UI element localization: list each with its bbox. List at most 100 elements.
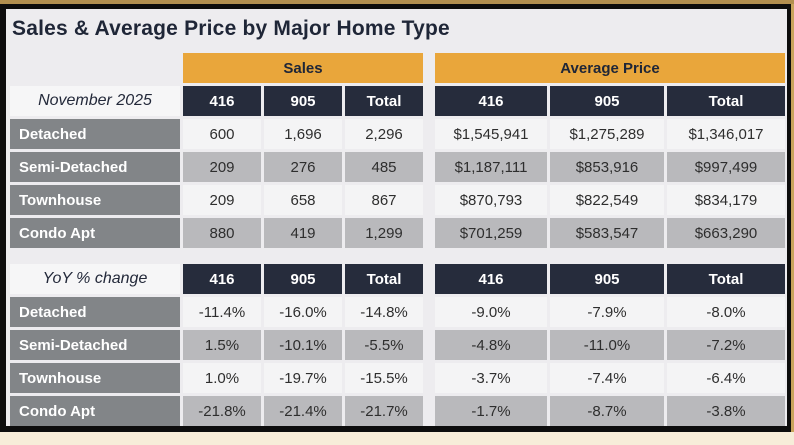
group-header-row: Sales Average Price [10,53,787,83]
column-gap [426,396,432,426]
table-cell: -21.8% [183,396,261,426]
table-cell: -15.5% [345,363,423,393]
row-label: Townhouse [10,185,180,215]
table-cell: $870,793 [435,185,547,215]
column-gap [426,53,432,83]
table-cell: $583,547 [550,218,664,248]
table-cell: -7.2% [667,330,785,360]
table-cell: $834,179 [667,185,785,215]
table-frame: Sales & Average Price by Major Home Type… [0,4,791,432]
table-cell: -19.7% [264,363,342,393]
table-cell: -16.0% [264,297,342,327]
table-cell: $853,916 [550,152,664,182]
table-cell: 209 [183,185,261,215]
table-content: Sales & Average Price by Major Home Type… [6,9,787,426]
table-cell: $1,346,017 [667,119,785,149]
table-row-townhouse: Townhouse 209 658 867 $870,793 $822,549 … [10,185,787,215]
table-cell: 419 [264,218,342,248]
table-cell: 1.0% [183,363,261,393]
col-header-sales-total: Total [345,264,423,294]
table-cell: -3.8% [667,396,785,426]
col-header-sales-905: 905 [264,86,342,116]
group-header-average-price: Average Price [435,53,785,83]
table-cell: -9.0% [435,297,547,327]
row-label: Semi-Detached [10,330,180,360]
table-row-semi-detached: Semi-Detached 209 276 485 $1,187,111 $85… [10,152,787,182]
col-header-price-905: 905 [550,264,664,294]
table-cell: 485 [345,152,423,182]
table-row-detached: Detached 600 1,696 2,296 $1,545,941 $1,2… [10,119,787,149]
period-label: YoY % change [10,264,180,294]
table-cell: -6.4% [667,363,785,393]
col-header-sales-total: Total [345,86,423,116]
table-cell: $663,290 [667,218,785,248]
table-cell: -7.4% [550,363,664,393]
col-header-sales-905: 905 [264,264,342,294]
col-header-price-total: Total [667,86,785,116]
outer-gold-border-top [0,0,794,4]
row-label: Semi-Detached [10,152,180,182]
column-gap [426,363,432,393]
period-label: November 2025 [10,86,180,116]
table-cell: 658 [264,185,342,215]
table-cell: 600 [183,119,261,149]
table-row-detached-yoy: Detached -11.4% -16.0% -14.8% -9.0% -7.9… [10,297,787,327]
table-cell: 1,696 [264,119,342,149]
table-cell: -14.8% [345,297,423,327]
table-row-condo-apt-yoy: Condo Apt -21.8% -21.4% -21.7% -1.7% -8.… [10,396,787,426]
table-cell: $1,187,111 [435,152,547,182]
table-cell: -1.7% [435,396,547,426]
table-cell: $822,549 [550,185,664,215]
page-title: Sales & Average Price by Major Home Type [12,17,450,40]
col-header-price-416: 416 [435,264,547,294]
column-gap [426,86,432,116]
column-gap [426,330,432,360]
table-cell: 209 [183,152,261,182]
table-row-semi-detached-yoy: Semi-Detached 1.5% -10.1% -5.5% -4.8% -1… [10,330,787,360]
row-label: Detached [10,297,180,327]
group-header-sales: Sales [183,53,423,83]
table-cell: -21.7% [345,396,423,426]
column-gap [426,297,432,327]
table-cell: -21.4% [264,396,342,426]
table-cell: $1,275,289 [550,119,664,149]
outer-gold-border-right [791,4,794,432]
table-cell: 2,296 [345,119,423,149]
table-cell: $701,259 [435,218,547,248]
column-gap [426,218,432,248]
table-cell: -10.1% [264,330,342,360]
section-gap [10,251,787,264]
table-cell: $997,499 [667,152,785,182]
table-cell: $1,545,941 [435,119,547,149]
column-gap [426,119,432,149]
table-cell: 1,299 [345,218,423,248]
column-gap [426,185,432,215]
col-header-sales-416: 416 [183,86,261,116]
subheader-row-november: November 2025 416 905 Total 416 905 Tota… [10,86,787,116]
table-cell: -8.0% [667,297,785,327]
table-cell: -3.7% [435,363,547,393]
row-label: Condo Apt [10,218,180,248]
row-label: Detached [10,119,180,149]
table-cell: -5.5% [345,330,423,360]
table-cell: -7.9% [550,297,664,327]
group-header-spacer [10,53,180,83]
table-cell: -11.0% [550,330,664,360]
table-cell: -4.8% [435,330,547,360]
table-cell: -11.4% [183,297,261,327]
row-label: Townhouse [10,363,180,393]
col-header-price-416: 416 [435,86,547,116]
table-row-townhouse-yoy: Townhouse 1.0% -19.7% -15.5% -3.7% -7.4%… [10,363,787,393]
table-row-condo-apt: Condo Apt 880 419 1,299 $701,259 $583,54… [10,218,787,248]
row-label: Condo Apt [10,396,180,426]
col-header-price-905: 905 [550,86,664,116]
table-cell: 276 [264,152,342,182]
table-cell: 880 [183,218,261,248]
subheader-row-yoy: YoY % change 416 905 Total 416 905 Total [10,264,787,294]
table-cell: 867 [345,185,423,215]
col-header-sales-416: 416 [183,264,261,294]
col-header-price-total: Total [667,264,785,294]
column-gap [426,152,432,182]
column-gap [426,264,432,294]
table-cell: -8.7% [550,396,664,426]
